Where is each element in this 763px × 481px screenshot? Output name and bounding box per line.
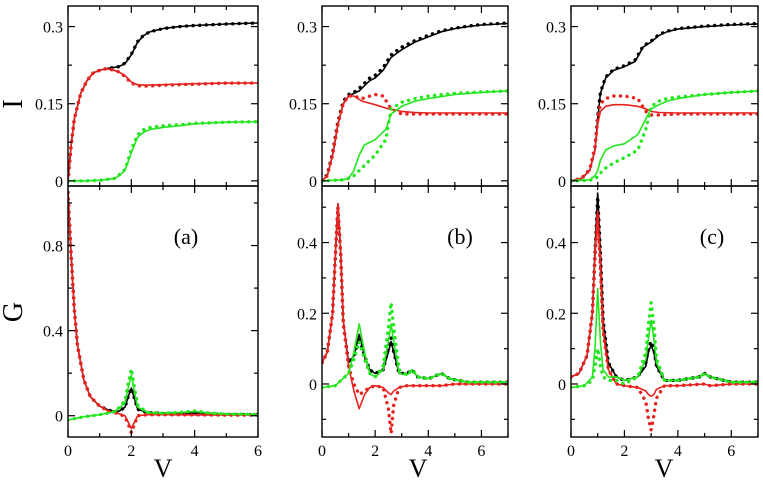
- panel-label-b: (b): [447, 224, 473, 249]
- y-tick-label-b-G: 0.4: [297, 236, 317, 253]
- panel-label-a: (a): [174, 224, 198, 249]
- y-tick-label-c-G: 0.2: [546, 306, 566, 323]
- x-axis-label-c: V: [655, 454, 674, 481]
- series-red-solid-c-I: [571, 103, 758, 182]
- plot-area-c-G: [571, 192, 758, 432]
- y-tick-label-b-G: 0: [309, 377, 317, 394]
- series-red-dotted-c-G: [571, 212, 758, 432]
- x-tick-label-a-G: 0: [64, 443, 72, 460]
- series-red-solid-b-G: [322, 202, 508, 410]
- chart-b-G: 0 2 4 6 0 0.2 0.4: [297, 185, 509, 460]
- y-tick-label-c-G: 0.4: [546, 236, 566, 253]
- x-tick-label-a-G: 2: [127, 443, 135, 460]
- series-red-dotted-b-I: [322, 92, 508, 183]
- x-tick-label-c-G: 2: [620, 443, 628, 460]
- axes-frame-c-G: [570, 185, 759, 438]
- y-tick-label-c-I: 0.3: [546, 20, 566, 37]
- series-green-solid-c-G: [571, 287, 758, 389]
- series-black-dotted-a-G: [68, 190, 258, 417]
- axes-frame-a-G: [67, 185, 259, 438]
- y-tick-label-b-I: 0.3: [297, 20, 317, 37]
- x-tick-label-a-G: 6: [254, 443, 262, 460]
- y-tick-label-b-G: 0.2: [297, 306, 317, 323]
- chart-c-I: 0 0.15 0.3: [538, 5, 759, 191]
- x-tick-label-c-G: 0: [567, 443, 575, 460]
- series-green-dotted-b-I: [322, 89, 508, 183]
- chart-a-G: 0 2 4 6 0 0.4 0.8: [43, 185, 262, 460]
- series-black-dotted-b-G: [322, 205, 508, 384]
- x-tick-label-b-G: 0: [318, 443, 326, 460]
- series-green-solid-a-I: [68, 120, 258, 182]
- chart-a-I: 0 0.15 0.3: [35, 5, 259, 191]
- y-tick-label-b-I: 0: [309, 174, 317, 191]
- panel-label-c: (c): [700, 224, 724, 249]
- y-tick-label-a-G: 0: [55, 409, 63, 426]
- series-black-dotted-c-I: [571, 21, 758, 183]
- series-green-solid-b-I: [322, 90, 508, 182]
- series-red-dotted-c-I: [571, 94, 758, 183]
- y-tick-label-c-I: 0: [558, 174, 566, 191]
- x-tick-label-a-G: 4: [191, 443, 199, 460]
- y-tick-label-a-G: 0.4: [43, 324, 63, 341]
- x-tick-label-b-G: 6: [477, 443, 485, 460]
- plot-area-c-I: [571, 21, 758, 183]
- panels-layer: 00.150.300.150.300.150.30 2 4 600.40.80 2 4 60…: [35, 5, 759, 460]
- series-black-solid-a-G: [68, 192, 258, 416]
- series-black-solid-b-I: [322, 22, 508, 182]
- series-black-dotted-b-I: [322, 21, 508, 183]
- x-tick-label-b-G: 4: [424, 443, 432, 460]
- plot-area-a-I: [68, 21, 258, 183]
- series-black-dotted-a-I: [68, 21, 258, 183]
- x-tick-label-c-G: 4: [674, 443, 682, 460]
- plot-area-a-G: [68, 190, 258, 435]
- series-red-dotted-a-I: [68, 66, 258, 183]
- y-axis-label-current: I: [0, 99, 29, 108]
- series-black-solid-a-I: [68, 22, 258, 181]
- axes-frame-b-G: [321, 185, 509, 438]
- y-tick-label-a-I: 0.15: [35, 97, 63, 114]
- y-tick-label-c-G: 0: [558, 377, 566, 394]
- plot-area-b-G: [322, 202, 508, 436]
- series-green-dotted-b-G: [322, 301, 508, 390]
- series-green-dotted-a-G: [68, 367, 258, 422]
- x-axis-label-a: V: [154, 454, 173, 481]
- series-black-solid-b-G: [322, 202, 508, 384]
- x-axis-label-b: V: [409, 454, 428, 481]
- series-green-solid-b-G: [322, 323, 508, 389]
- y-tick-label-b-I: 0.15: [289, 97, 317, 114]
- x-tick-label-b-G: 2: [371, 443, 379, 460]
- plot-area-b-I: [322, 21, 508, 183]
- x-tick-label-c-G: 6: [727, 443, 735, 460]
- chart-c-G: 0 2 4 6 0 0.2 0.4: [546, 185, 759, 460]
- y-axis-label-conductance: G: [0, 302, 29, 322]
- y-tick-label-c-I: 0.15: [538, 97, 566, 114]
- series-red-dotted-b-G: [322, 205, 508, 436]
- y-tick-label-a-G: 0.8: [43, 239, 63, 256]
- series-green-dotted-c-I: [571, 89, 758, 183]
- y-tick-label-a-I: 0.3: [43, 20, 63, 37]
- series-red-dotted-a-G: [68, 190, 258, 435]
- series-green-dotted-a-I: [68, 119, 258, 183]
- axes-frame-a-I: [67, 5, 259, 187]
- y-tick-label-a-I: 0: [55, 174, 63, 191]
- series-red-solid-a-G: [68, 192, 258, 430]
- chart-b-I: 0 0.15 0.3: [289, 5, 509, 191]
- series-red-solid-b-I: [322, 95, 508, 182]
